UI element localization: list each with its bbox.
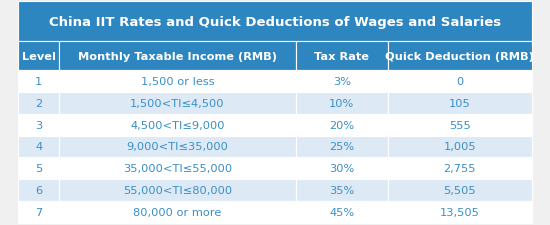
Bar [388,92,532,114]
Bar [59,136,295,158]
Text: 3%: 3% [333,77,351,87]
Text: 0: 0 [456,77,464,87]
Bar [388,179,532,201]
Text: 1,005: 1,005 [444,142,476,152]
Bar [295,136,388,158]
Text: 2,755: 2,755 [444,164,476,173]
Text: 2: 2 [35,99,42,108]
Bar [18,2,532,42]
Text: Monthly Taxable Income (RMB): Monthly Taxable Income (RMB) [78,51,277,61]
Text: 55,000<TI≤80,000: 55,000<TI≤80,000 [123,185,232,195]
Text: 25%: 25% [329,142,354,152]
Bar [295,42,388,71]
Bar [18,42,59,71]
Text: 7: 7 [35,207,42,217]
Bar [18,158,59,179]
Bar [59,201,295,223]
Bar [295,179,388,201]
Text: 105: 105 [449,99,471,108]
Bar [295,201,388,223]
Text: 1: 1 [35,77,42,87]
Text: Quick Deduction (RMB): Quick Deduction (RMB) [386,51,535,61]
Bar [59,42,295,71]
Bar [388,42,532,71]
Text: 5,505: 5,505 [444,185,476,195]
Bar [295,158,388,179]
Text: 4: 4 [35,142,42,152]
Text: 1,500<TI≤4,500: 1,500<TI≤4,500 [130,99,224,108]
Bar [59,158,295,179]
Bar [295,92,388,114]
Text: 35%: 35% [329,185,354,195]
Bar [388,201,532,223]
Bar [18,92,59,114]
Text: 13,505: 13,505 [440,207,480,217]
Text: 10%: 10% [329,99,354,108]
Text: 6: 6 [35,185,42,195]
Bar [295,114,388,136]
Text: 80,000 or more: 80,000 or more [133,207,222,217]
Bar [59,71,295,92]
Text: 35,000<TI≤55,000: 35,000<TI≤55,000 [123,164,232,173]
Text: 3: 3 [35,120,42,130]
Bar [388,71,532,92]
Bar [295,71,388,92]
Bar [59,114,295,136]
Bar [388,158,532,179]
Text: 9,000<TI≤35,000: 9,000<TI≤35,000 [126,142,228,152]
Text: 45%: 45% [329,207,354,217]
Bar [18,136,59,158]
Text: 1,500 or less: 1,500 or less [141,77,214,87]
Bar [18,201,59,223]
Bar [59,179,295,201]
Text: 555: 555 [449,120,471,130]
Text: China IIT Rates and Quick Deductions of Wages and Salaries: China IIT Rates and Quick Deductions of … [49,16,501,28]
Bar [18,179,59,201]
Text: 20%: 20% [329,120,354,130]
Text: 5: 5 [35,164,42,173]
Bar [59,92,295,114]
Text: 30%: 30% [329,164,354,173]
Text: Tax Rate: Tax Rate [314,51,369,61]
Bar [388,136,532,158]
Text: Level: Level [21,51,56,61]
Bar [388,114,532,136]
Text: 4,500<TI≤9,000: 4,500<TI≤9,000 [130,120,224,130]
Bar [18,114,59,136]
Bar [18,71,59,92]
